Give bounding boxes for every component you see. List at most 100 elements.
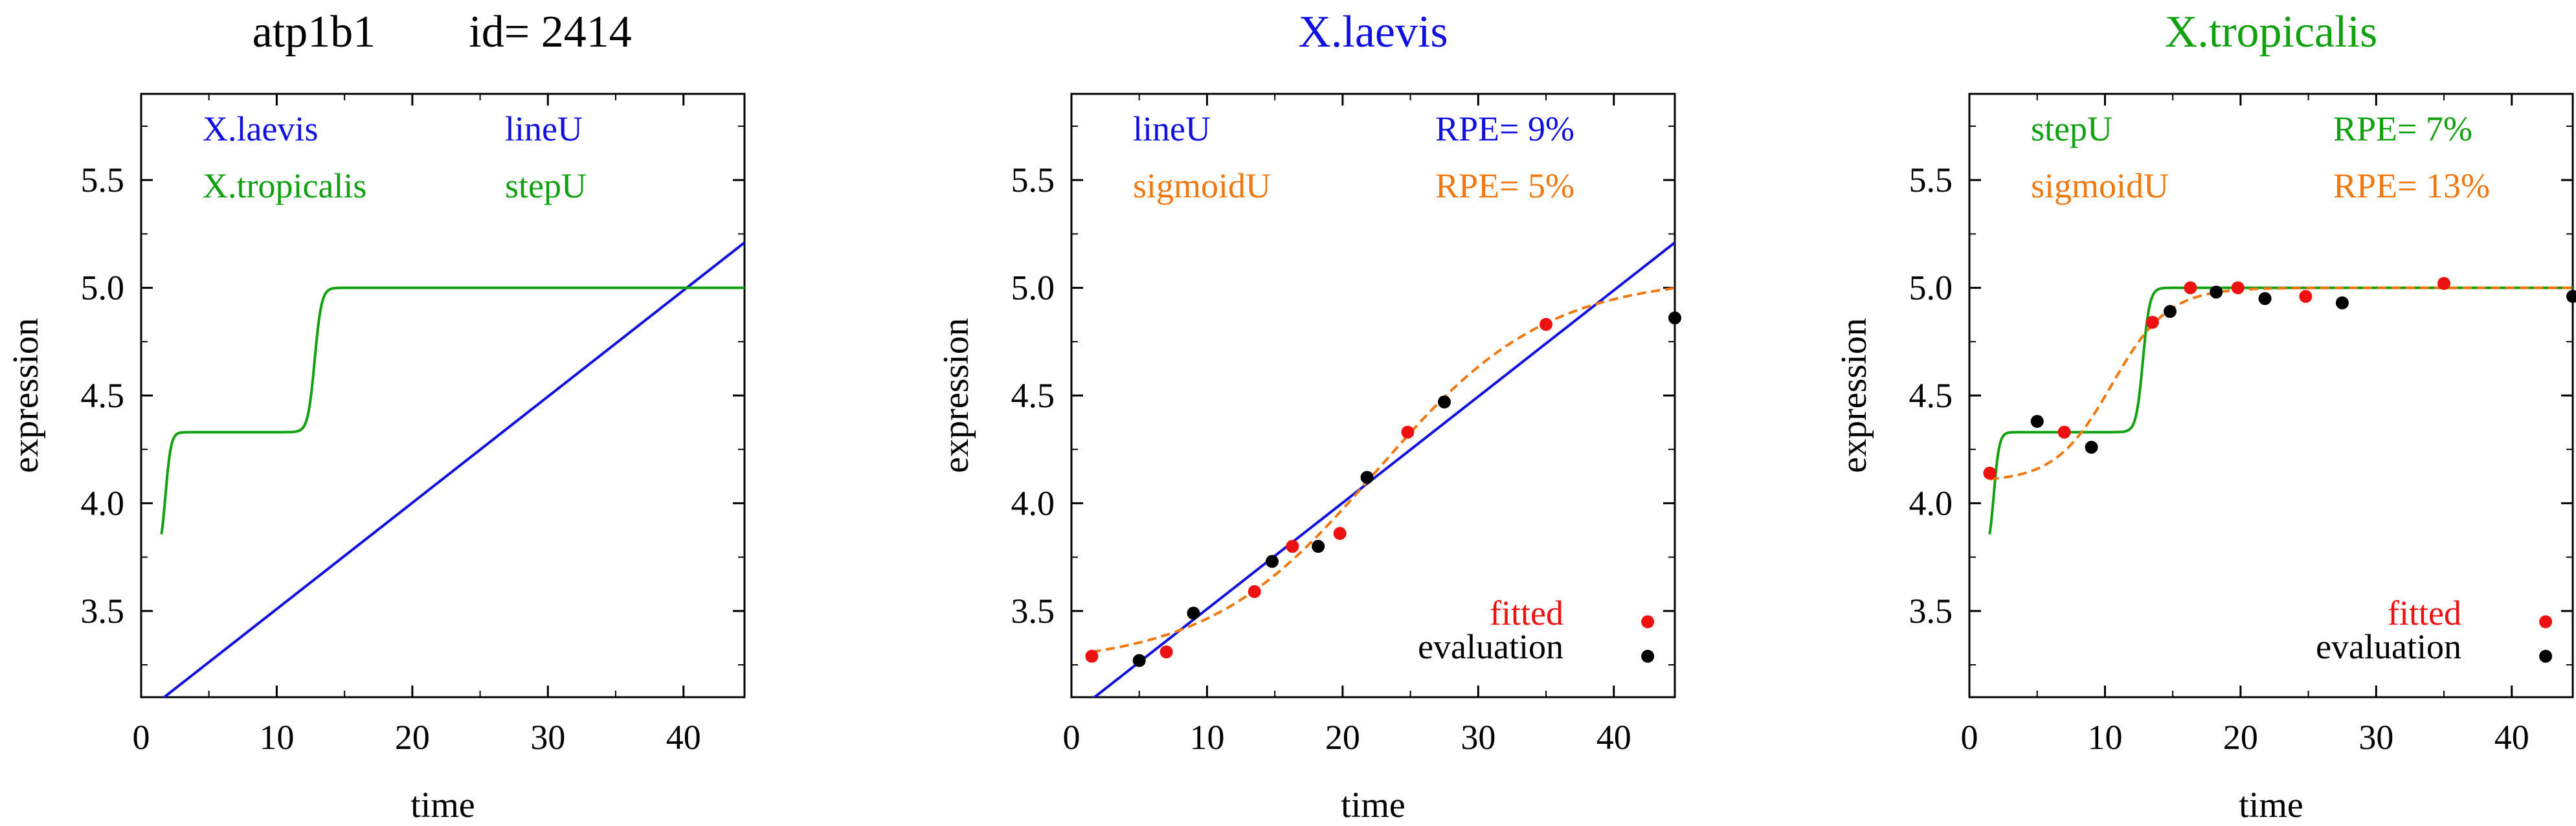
x-tick-label: 20: [2223, 718, 2258, 757]
evaluation-point: [2539, 649, 2553, 663]
y-tick-label: 4.5: [1909, 376, 1953, 415]
evaluation-point: [2566, 289, 2576, 303]
fitted-point: [2437, 276, 2451, 290]
x-tick-label: 0: [1961, 718, 1978, 757]
legend-entry: RPE= 13%: [2333, 166, 2490, 205]
legend-fitted-label: fitted: [1490, 594, 1563, 632]
fitted-point: [2231, 281, 2245, 295]
evaluation-point: [1132, 654, 1146, 667]
evaluation-point: [1668, 311, 1681, 325]
y-tick-label: 5.5: [1011, 161, 1055, 199]
panel-title: X.laevis: [1298, 7, 1448, 57]
y-axis-label: expression: [936, 318, 976, 473]
fitted-point: [1540, 318, 1553, 331]
series-sigmoidU: [1092, 287, 1675, 653]
x-tick-label: 40: [666, 718, 701, 757]
legend-entry: RPE= 7%: [2333, 109, 2472, 148]
curves: [1092, 241, 1675, 697]
header-id: id= 2414: [469, 7, 631, 57]
evaluation-point: [1312, 540, 1325, 553]
series-lineU: [162, 241, 745, 697]
x-tick-label: 30: [530, 718, 565, 757]
y-tick-label: 4.0: [81, 484, 125, 522]
legend-evaluation-label: evaluation: [2316, 627, 2461, 666]
y-tick-label: 3.5: [1909, 592, 1953, 631]
y-tick-label: 4.0: [1909, 484, 1953, 522]
x-tick-label: 20: [395, 718, 430, 757]
y-tick-label: 4.5: [81, 376, 125, 415]
y-tick-label: 4.5: [1011, 376, 1055, 415]
x-tick-label: 20: [1325, 718, 1360, 757]
x-tick-label: 30: [1461, 718, 1495, 757]
legend-entry: stepU: [505, 166, 587, 205]
evaluation-point: [1265, 555, 1279, 568]
fitted-point: [2184, 281, 2197, 295]
y-tick-label: 3.5: [1011, 592, 1055, 631]
evaluation-point: [1360, 471, 1374, 484]
legend-entry: sigmoidU: [2031, 166, 2169, 205]
x-tick-label: 0: [133, 718, 150, 757]
curves: [1988, 286, 2573, 535]
fitted-point: [2057, 425, 2071, 439]
legend-entry: sigmoidU: [1133, 166, 1271, 205]
legend-entry: RPE= 5%: [1435, 166, 1574, 205]
y-tick-label: 4.0: [1011, 484, 1055, 522]
curves: [160, 241, 745, 697]
chart-panel-3: X.tropicalis 0 10 20 30 40 3.5 4.0 4.5 5.0 5.5 time…: [1834, 7, 2576, 825]
y-axis-label: expression: [1834, 318, 1874, 473]
y-tick-label: 5.0: [81, 269, 125, 307]
evaluation-point: [2210, 285, 2223, 299]
y-axis-label: expression: [6, 318, 46, 473]
evaluation-point: [2030, 414, 2044, 428]
y-tick-label: 5.0: [1011, 269, 1055, 307]
legend-entry: stepU: [2031, 109, 2112, 148]
fitted-point: [2145, 315, 2159, 329]
evaluation-point: [2085, 440, 2098, 454]
fitted-point: [1286, 540, 1299, 553]
x-tick-label: 10: [1189, 718, 1224, 757]
x-axis-label: time: [2239, 785, 2303, 825]
evaluation-point: [1437, 395, 1451, 408]
evaluation-point: [2335, 296, 2349, 309]
fitted-point: [1333, 527, 1347, 541]
fitted-point: [1248, 585, 1261, 598]
y-tick-label: 5.0: [1909, 269, 1953, 307]
y-tick-label: 5.5: [81, 161, 125, 199]
legend-entry: RPE= 9%: [1435, 109, 1574, 148]
y-tick-label: 3.5: [81, 592, 125, 631]
y-tick-label: 5.5: [1909, 161, 1953, 199]
legend-fitted-label: fitted: [2388, 594, 2461, 632]
header-gene: atp1b1: [252, 7, 376, 57]
legend-entry: lineU: [1133, 109, 1211, 148]
fitted-point: [1983, 466, 1997, 480]
fitted-point: [1401, 425, 1415, 439]
fitted-point: [1159, 645, 1173, 659]
x-tick-label: 0: [1063, 718, 1081, 757]
x-tick-label: 10: [259, 718, 294, 757]
fitted-point: [1641, 615, 1655, 629]
panel-title: X.tropicalis: [2165, 7, 2378, 57]
chart-panel-2: X.laevis 0 10 20 30 40 3.5 4.0 4.5 5.0 5.5 time expr…: [936, 7, 1681, 825]
fitted-point: [2299, 289, 2313, 303]
series-lineU: [1092, 241, 1675, 697]
legend-evaluation-label: evaluation: [1418, 627, 1563, 666]
legend-entry: X.tropicalis: [203, 166, 366, 205]
x-axis-label: time: [1341, 785, 1406, 825]
legend-entry: lineU: [505, 109, 583, 148]
x-tick-label: 10: [2087, 718, 2122, 757]
chart-panel-1: 0 10 20 30 40 3.5 4.0 4.5 5.0 5.5 time expression X.…: [6, 93, 746, 825]
x-tick-label: 40: [2494, 718, 2529, 757]
panels: 0 10 20 30 403.54.04.55.05.5timeexpressionX.…: [6, 7, 2576, 825]
series-stepU: [160, 286, 745, 535]
x-tick-label: 30: [2358, 718, 2393, 757]
series-stepU: [1988, 286, 2573, 535]
evaluation-point: [2163, 305, 2177, 318]
evaluation-point: [1187, 607, 1200, 620]
x-axis-label: time: [410, 785, 475, 825]
fitted-point: [1085, 649, 1099, 663]
x-tick-label: 40: [1596, 718, 1631, 757]
series-sigmoidU: [1989, 286, 2573, 481]
evaluation-point: [1641, 649, 1655, 663]
fitted-point: [2539, 615, 2553, 629]
